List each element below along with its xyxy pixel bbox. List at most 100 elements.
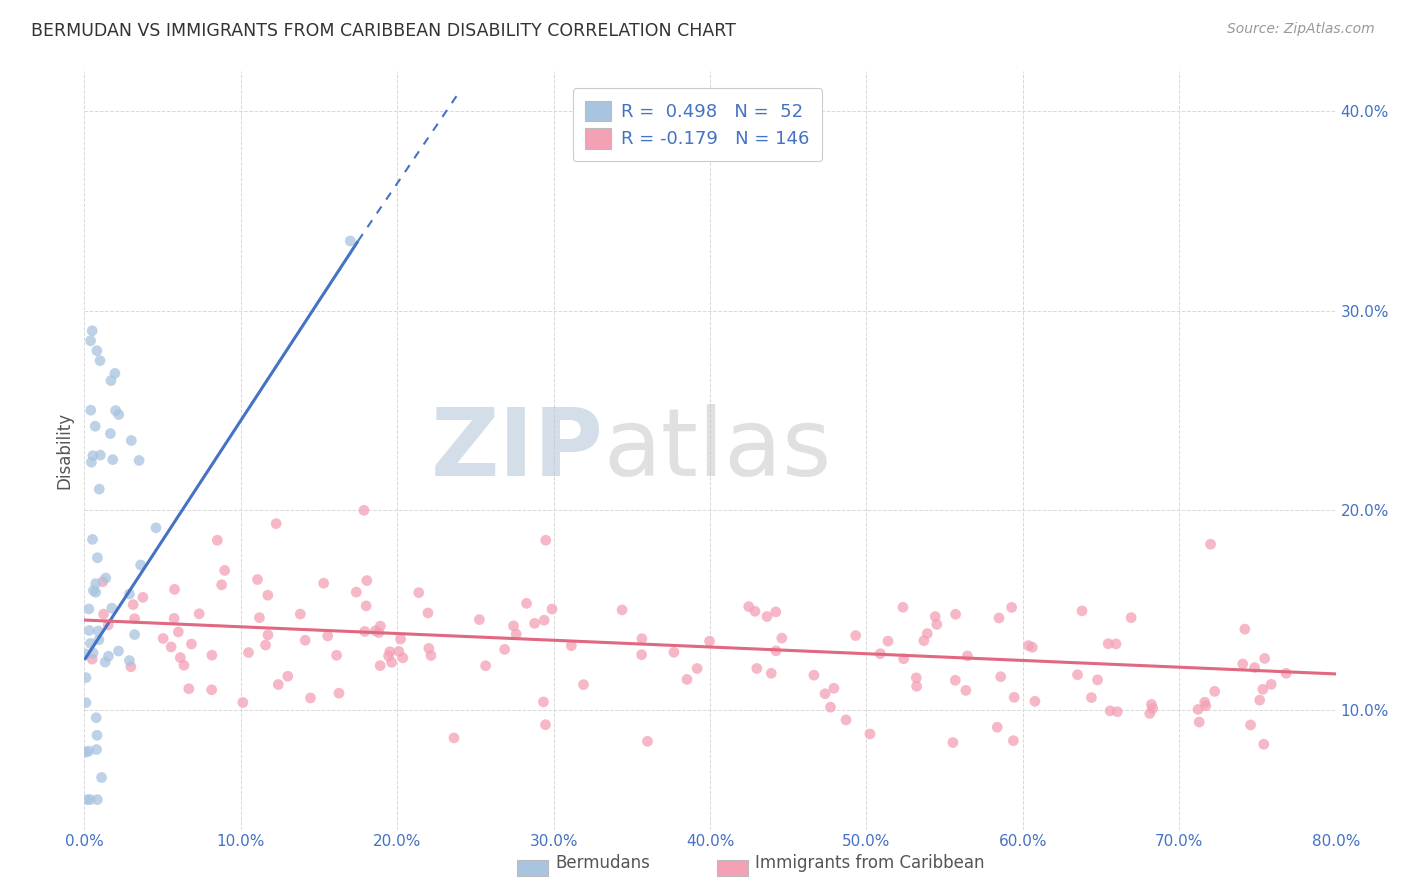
Point — [325, 648, 347, 663]
Point — [942, 735, 965, 749]
Point — [388, 644, 411, 658]
Point — [180, 637, 202, 651]
Point — [924, 609, 946, 624]
Point — [120, 434, 142, 448]
Point — [238, 646, 260, 660]
Point — [443, 731, 465, 745]
Point — [89, 448, 111, 462]
Point — [118, 587, 141, 601]
Point — [82, 533, 104, 547]
Point — [610, 603, 633, 617]
Point — [104, 403, 127, 417]
Point — [104, 367, 127, 381]
Point — [925, 617, 948, 632]
Point — [505, 627, 527, 641]
Point — [256, 588, 278, 602]
Point — [676, 673, 699, 687]
Point — [97, 618, 120, 632]
Point — [1253, 737, 1275, 751]
Point — [912, 633, 935, 648]
Point — [990, 670, 1012, 684]
Point — [353, 624, 375, 639]
Point — [381, 656, 404, 670]
Point — [76, 792, 98, 806]
Y-axis label: Disability: Disability — [55, 412, 73, 489]
Point — [173, 658, 195, 673]
Point — [533, 613, 555, 627]
Point — [1275, 666, 1298, 681]
Point — [905, 671, 928, 685]
Point — [86, 728, 108, 742]
Point — [516, 596, 538, 610]
Point — [367, 625, 389, 640]
Point — [869, 647, 891, 661]
Point — [84, 576, 107, 591]
Point — [1017, 639, 1039, 653]
Point — [128, 453, 150, 467]
Point — [339, 234, 361, 248]
Point — [835, 713, 858, 727]
Point — [534, 533, 557, 548]
Point — [201, 648, 224, 663]
Point — [79, 334, 101, 348]
Point — [389, 632, 412, 646]
Point — [75, 671, 97, 685]
Point — [1243, 660, 1265, 674]
Point — [945, 607, 967, 622]
Point — [201, 682, 224, 697]
Point — [254, 638, 277, 652]
Point — [84, 711, 107, 725]
Point — [1080, 690, 1102, 705]
Point — [418, 641, 440, 656]
Point — [299, 690, 322, 705]
Point — [1001, 600, 1024, 615]
Point — [686, 661, 709, 675]
Point — [917, 626, 939, 640]
Point — [986, 720, 1008, 734]
Point — [368, 619, 391, 633]
Point — [77, 624, 100, 638]
Point — [533, 695, 555, 709]
Point — [630, 648, 652, 662]
Point — [637, 734, 659, 748]
Point — [118, 654, 141, 668]
Point — [90, 771, 112, 785]
Point — [214, 564, 236, 578]
Point — [956, 648, 979, 663]
Point — [257, 628, 280, 642]
Text: Source: ZipAtlas.com: Source: ZipAtlas.com — [1227, 22, 1375, 37]
Point — [408, 585, 430, 599]
Point — [1199, 537, 1222, 551]
Point — [267, 677, 290, 691]
Point — [803, 668, 825, 682]
Point — [814, 687, 837, 701]
Point — [765, 644, 787, 658]
Point — [1194, 695, 1216, 709]
Point — [1239, 718, 1261, 732]
Point — [1099, 704, 1122, 718]
Point — [89, 482, 111, 496]
Point — [100, 426, 122, 441]
Point — [211, 578, 233, 592]
Point — [1254, 651, 1277, 665]
Point — [765, 605, 787, 619]
Point — [246, 573, 269, 587]
Text: ZIP: ZIP — [430, 404, 603, 497]
Point — [988, 611, 1011, 625]
Point — [75, 647, 97, 661]
Point — [86, 550, 108, 565]
Point — [77, 744, 100, 758]
Point — [1249, 693, 1271, 707]
Point — [188, 607, 211, 621]
Point — [294, 633, 316, 648]
Point — [79, 636, 101, 650]
Point — [1087, 673, 1109, 687]
Point — [264, 516, 287, 531]
Point — [1232, 657, 1254, 671]
Point — [124, 627, 146, 641]
Point — [534, 717, 557, 731]
Point — [1105, 637, 1128, 651]
Point — [160, 640, 183, 654]
Point — [572, 678, 595, 692]
Point — [859, 727, 882, 741]
